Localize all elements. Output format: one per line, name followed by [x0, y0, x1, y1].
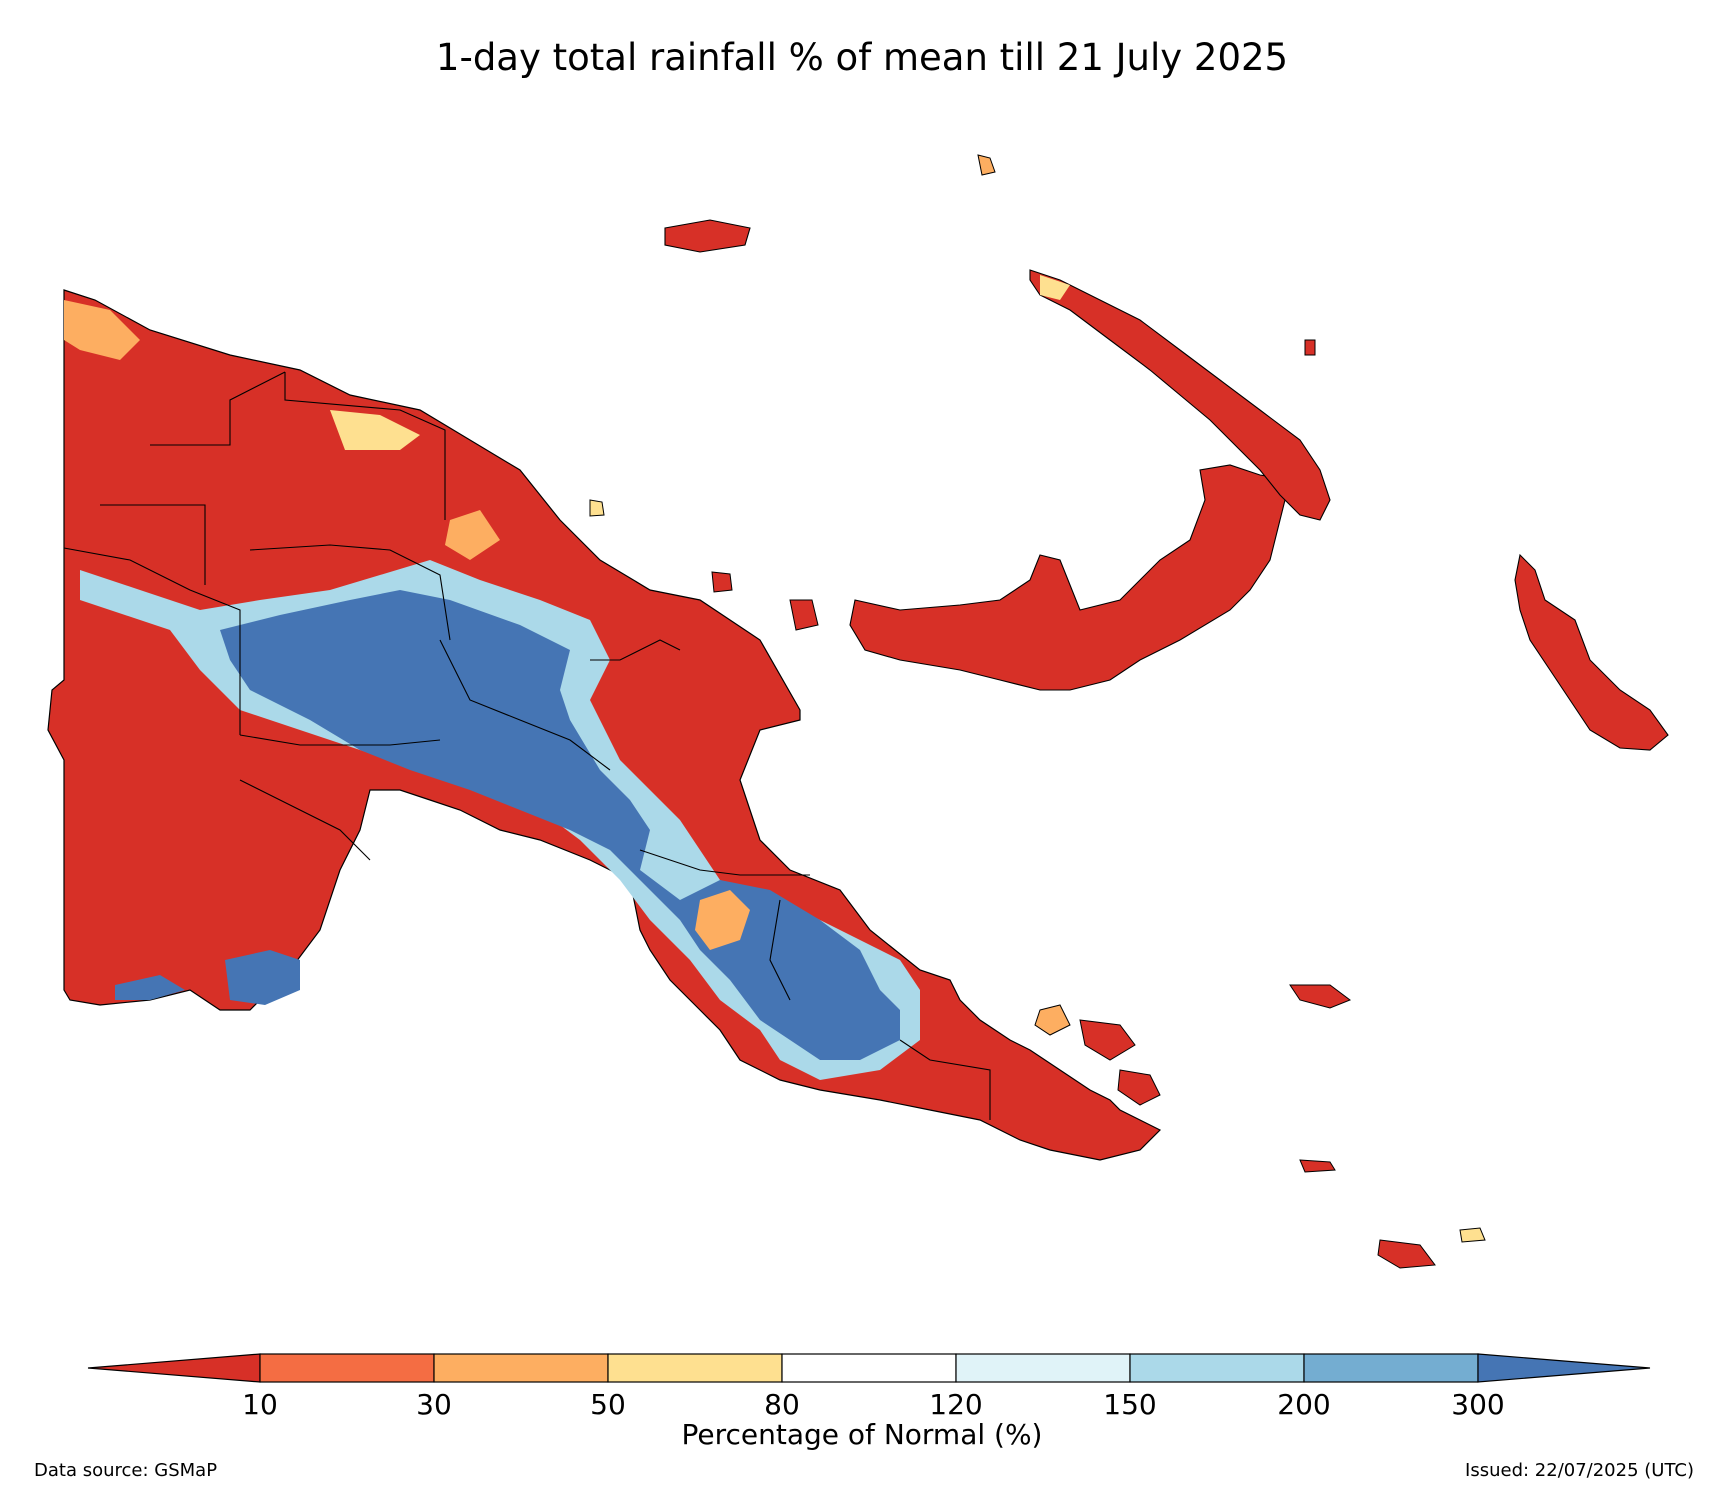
- colorbar-tick-200: 200: [1277, 1388, 1331, 1421]
- colorbar-tick-50: 50: [590, 1388, 626, 1421]
- misima-island: [1299, 1159, 1336, 1173]
- colorbar-class-120-150: [955, 1353, 1131, 1383]
- manus-island: [664, 219, 751, 253]
- colorbar-label: Percentage of Normal (%): [681, 1418, 1043, 1451]
- colorbar-class-80-120: [781, 1353, 957, 1383]
- colorbar-class-150-200: [1129, 1353, 1305, 1383]
- colorbar-tick-120: 120: [929, 1388, 983, 1421]
- goodenough-island: [1117, 1069, 1161, 1106]
- colorbar-tick-150: 150: [1103, 1388, 1157, 1421]
- southwest-wet-patch: [225, 950, 300, 1005]
- umboi-island: [789, 599, 819, 631]
- colorbar-tick-300: 300: [1451, 1388, 1505, 1421]
- southwest-wet-patch-2: [115, 975, 185, 1000]
- colorbar-low-arrow: [87, 1353, 261, 1383]
- new-ireland-island: [1029, 269, 1331, 521]
- colorbar-tick-80: 80: [764, 1388, 800, 1421]
- new-ireland-moist: [1040, 275, 1070, 300]
- data-source-note: Data source: GSMaP: [34, 1460, 218, 1481]
- colorbar-class-10-30: [259, 1353, 435, 1383]
- long-island: [711, 571, 733, 593]
- colorbar-class-30-50: [433, 1353, 609, 1383]
- colorbar-tick-10: 10: [242, 1388, 278, 1421]
- issued-date-note: Issued: 22/07/2025 (UTC): [1465, 1460, 1694, 1481]
- karkar-island: [589, 499, 605, 517]
- north-west-moist: [64, 300, 140, 360]
- dentrecasteaux-islands: [1079, 1019, 1136, 1061]
- dry-patch-south: [695, 890, 750, 950]
- province-borders: [63, 371, 991, 1120]
- map-title: 1-day total rainfall % of mean till 21 J…: [435, 36, 1289, 79]
- buka-island: [1304, 339, 1316, 356]
- sudest-island: [1459, 1227, 1486, 1243]
- colorbar-class-50-80: [607, 1353, 783, 1383]
- north-coast-moist: [330, 410, 420, 450]
- east-coast-moist: [445, 510, 500, 560]
- colorbar-tick-30: 30: [416, 1388, 452, 1421]
- colorbar-class-200-300: [1303, 1353, 1479, 1383]
- mussau-island: [977, 154, 996, 176]
- rossel-island: [1377, 1239, 1436, 1269]
- bougainville-island: [1514, 553, 1669, 751]
- colorbar-high-arrow: [1477, 1353, 1651, 1383]
- woodlark-island: [1289, 984, 1352, 1009]
- fergusson-island: [1034, 1004, 1071, 1036]
